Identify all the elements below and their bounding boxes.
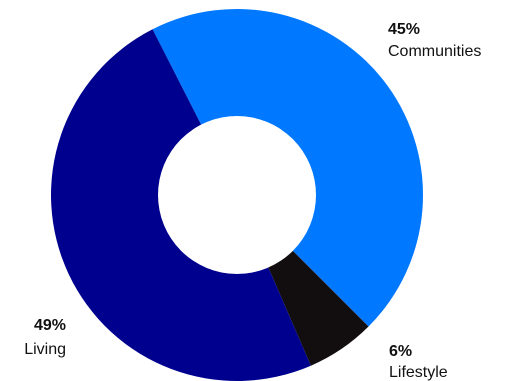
slice-label-lifestyle: 6% Lifestyle bbox=[389, 343, 448, 381]
slice-label-communities: 45% Communities bbox=[388, 21, 481, 60]
donut-hole bbox=[158, 116, 316, 274]
slice-name-communities: Communities bbox=[388, 43, 481, 60]
slice-percent-lifestyle: 6% bbox=[389, 343, 412, 360]
slice-label-living: 49% Living bbox=[24, 317, 66, 358]
slice-name-living: Living bbox=[24, 341, 66, 358]
slice-percent-living: 49% bbox=[34, 317, 66, 334]
slice-percent-communities: 45% bbox=[388, 21, 420, 38]
slice-name-lifestyle: Lifestyle bbox=[389, 364, 448, 381]
